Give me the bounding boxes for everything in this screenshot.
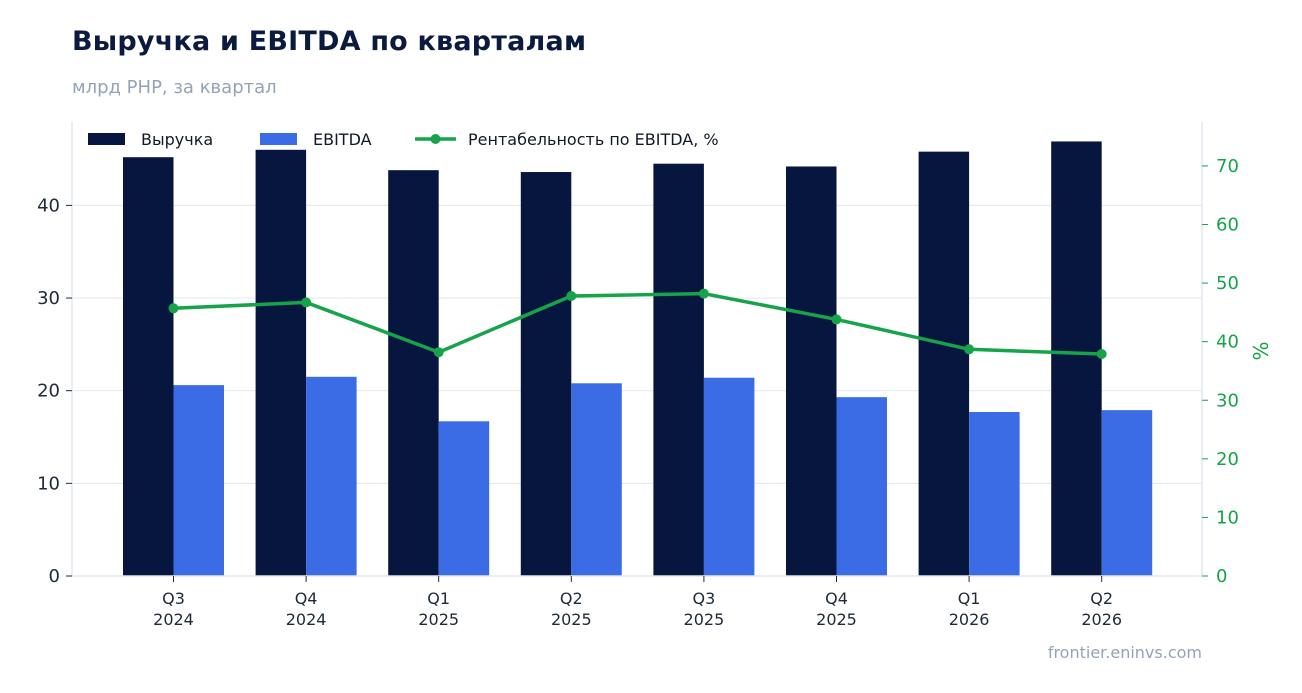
- revenue-bar: [786, 166, 837, 577]
- right-tick-label: 60: [1216, 215, 1239, 236]
- axes: [71, 122, 1203, 577]
- tick-labels: 0 10 20 30 40 0 10 20 30 40 50 60 70% Q3 2024 Q4 2024 Q1 2…: [37, 156, 1273, 629]
- chart-title: Выручка и EBITDA по кварталам: [72, 26, 587, 57]
- right-axis-label: %: [1249, 341, 1273, 360]
- right-tick-label: 30: [1216, 390, 1239, 411]
- revenue-bar: [653, 163, 704, 576]
- left-tick-label: 40: [37, 195, 60, 216]
- left-tick-label: 30: [37, 288, 60, 309]
- x-tick-label-year: 2025: [551, 610, 592, 629]
- ebitda-bar: [969, 412, 1020, 576]
- x-tick-label-quarter: Q3: [693, 589, 716, 608]
- margin-point: [433, 347, 444, 358]
- revenue-bar: [520, 172, 572, 576]
- x-tick-label-year: 2025: [816, 610, 857, 629]
- ebitda-bar: [571, 383, 622, 576]
- revenue-bar: [255, 149, 307, 577]
- right-tick-label: 40: [1216, 332, 1239, 353]
- x-tick-label-quarter: Q2: [560, 589, 583, 608]
- x-tick-label-quarter: Q2: [1090, 589, 1113, 608]
- x-tick-label-year: 2024: [286, 610, 327, 629]
- legend-swatch-revenue: [88, 133, 125, 145]
- left-tick-label: 0: [49, 566, 60, 587]
- legend: Выручка EBITDA Рентабельность по EBITDA, %: [88, 130, 719, 149]
- right-tick-label: 20: [1216, 449, 1239, 470]
- revenue-bar: [123, 157, 174, 576]
- x-tick-label-quarter: Q1: [958, 589, 981, 608]
- legend-label-revenue: Выручка: [141, 130, 213, 149]
- right-tick-label: 70: [1216, 156, 1239, 177]
- x-tick-label-quarter: Q1: [427, 589, 450, 608]
- ebitda-bar: [1101, 410, 1153, 576]
- right-tick-label: 0: [1216, 566, 1227, 587]
- margin-point: [566, 290, 577, 301]
- margin-point: [698, 288, 709, 299]
- legend-label-margin: Рентабельность по EBITDA, %: [468, 130, 719, 149]
- ebitda-bar: [306, 376, 357, 576]
- chart-subtitle: млрд РНР, за квартал: [72, 77, 277, 98]
- ebitda-bar: [703, 377, 755, 576]
- source-credit: frontier.eninvs.com: [1047, 643, 1202, 662]
- x-tick-label-quarter: Q4: [295, 589, 318, 608]
- x-tick-label-year: 2025: [684, 610, 725, 629]
- x-tick-label-year: 2026: [949, 610, 990, 629]
- ebitda-bar: [173, 385, 224, 576]
- left-tick-label: 20: [37, 381, 60, 402]
- margin-point: [831, 314, 842, 325]
- margin-point: [301, 297, 312, 308]
- margin-point: [1096, 348, 1107, 359]
- revenue-bar: [1051, 141, 1102, 576]
- legend-marker-margin: [430, 134, 441, 144]
- margin-point: [168, 303, 179, 314]
- x-tick-label-quarter: Q3: [162, 589, 185, 608]
- x-tick-label-year: 2026: [1081, 610, 1122, 629]
- margin-line: [168, 288, 1107, 359]
- x-tick-label-year: 2025: [418, 610, 459, 629]
- ebitda-bar: [836, 397, 887, 576]
- x-tick-label-year: 2024: [153, 610, 194, 629]
- x-tick-label-quarter: Q4: [825, 589, 848, 608]
- ebitda-bar: [438, 421, 490, 576]
- gridlines: [72, 204, 1202, 484]
- revenue-bar: [388, 170, 439, 576]
- bars: [123, 141, 1153, 577]
- right-tick-label: 50: [1216, 273, 1239, 294]
- margin-point: [964, 344, 975, 355]
- right-tick-label: 10: [1216, 507, 1239, 528]
- margin-series-line: [173, 291, 1102, 356]
- revenue-bar: [918, 151, 970, 576]
- left-tick-label: 10: [37, 473, 60, 494]
- legend-swatch-ebitda: [260, 133, 297, 145]
- legend-label-ebitda: EBITDA: [313, 130, 372, 149]
